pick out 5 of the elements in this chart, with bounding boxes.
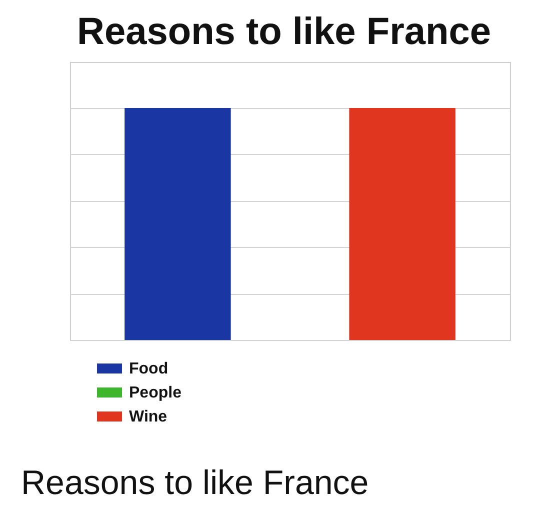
chart-title: Reasons to like France	[77, 11, 491, 53]
legend-label: Food	[129, 360, 168, 378]
legend-label: Wine	[129, 408, 168, 426]
legend-label: People	[129, 384, 182, 402]
text: Reasons to like France	[21, 464, 369, 502]
